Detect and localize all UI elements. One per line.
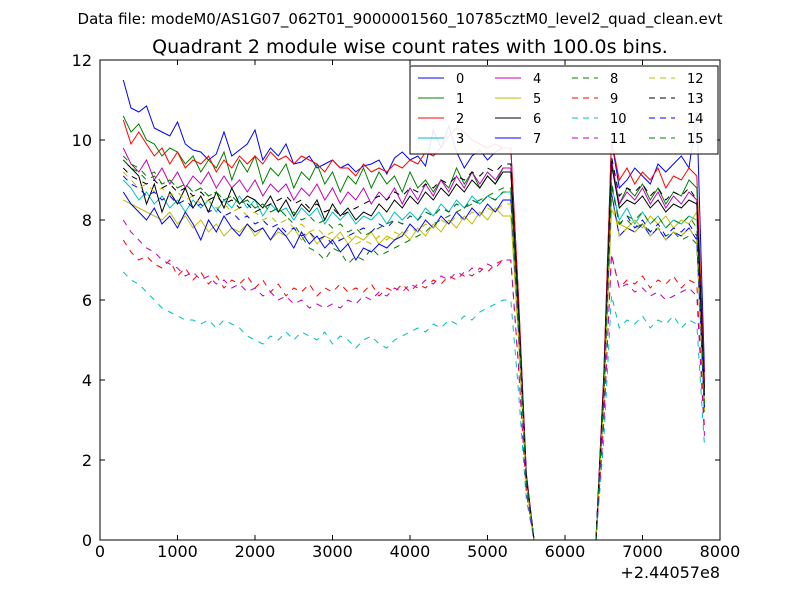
suptitle: Data file: modeM0/AS1G07_062T01_90000015… [78, 10, 723, 29]
x-tick-label: 5000 [467, 542, 508, 561]
x-tick-label: 4000 [390, 542, 431, 561]
y-tick-label: 2 [82, 451, 92, 470]
legend-label-10: 10 [610, 112, 627, 127]
x-tick-label: 7000 [622, 542, 663, 561]
legend-label-11: 11 [610, 132, 627, 147]
legend-label-7: 7 [533, 132, 541, 147]
series-line-11 [122, 219, 705, 540]
legend-label-2: 2 [456, 112, 464, 127]
series-line-9 [122, 239, 705, 540]
y-tick-label: 12 [72, 51, 92, 70]
y-tick-label: 10 [72, 131, 92, 150]
series-line-12 [122, 171, 705, 540]
series-line-15 [122, 159, 705, 540]
x-tick-label: 1000 [157, 542, 198, 561]
series-line-13 [122, 156, 705, 540]
legend-label-13: 13 [687, 92, 704, 107]
y-tick-label: 8 [82, 211, 92, 230]
x-tick-label: 6000 [545, 542, 586, 561]
y-tick-label: 0 [82, 531, 92, 550]
x-tick-label: 0 [95, 542, 105, 561]
legend-label-15: 15 [687, 132, 704, 147]
legend-label-4: 4 [533, 72, 541, 87]
x-tick-label: 8000 [700, 542, 741, 561]
x-tick-label: 3000 [312, 542, 353, 561]
legend-label-8: 8 [610, 72, 618, 87]
legend-label-0: 0 [456, 72, 464, 87]
legend-label-12: 12 [687, 72, 704, 87]
x-tick-label: 2000 [235, 542, 276, 561]
legend-label-3: 3 [456, 132, 464, 147]
axis-ticks: 0 1000 2000 3000 4000 5000 6000 7000 80000246810… [72, 51, 741, 561]
legend-box [409, 65, 719, 155]
legend-label-1: 1 [456, 92, 464, 107]
y-tick-label: 6 [82, 291, 92, 310]
y-tick-label: 4 [82, 371, 92, 390]
plot-area [122, 79, 705, 540]
legend-label-6: 6 [533, 112, 541, 127]
chart-title: Quadrant 2 module wise count rates with … [152, 36, 668, 58]
legend-label-5: 5 [533, 92, 541, 107]
legend-label-9: 9 [610, 92, 618, 107]
series-line-10 [122, 271, 705, 540]
x-offset-label: +2.44057e8 [620, 563, 720, 582]
legend-label-14: 14 [687, 112, 704, 127]
